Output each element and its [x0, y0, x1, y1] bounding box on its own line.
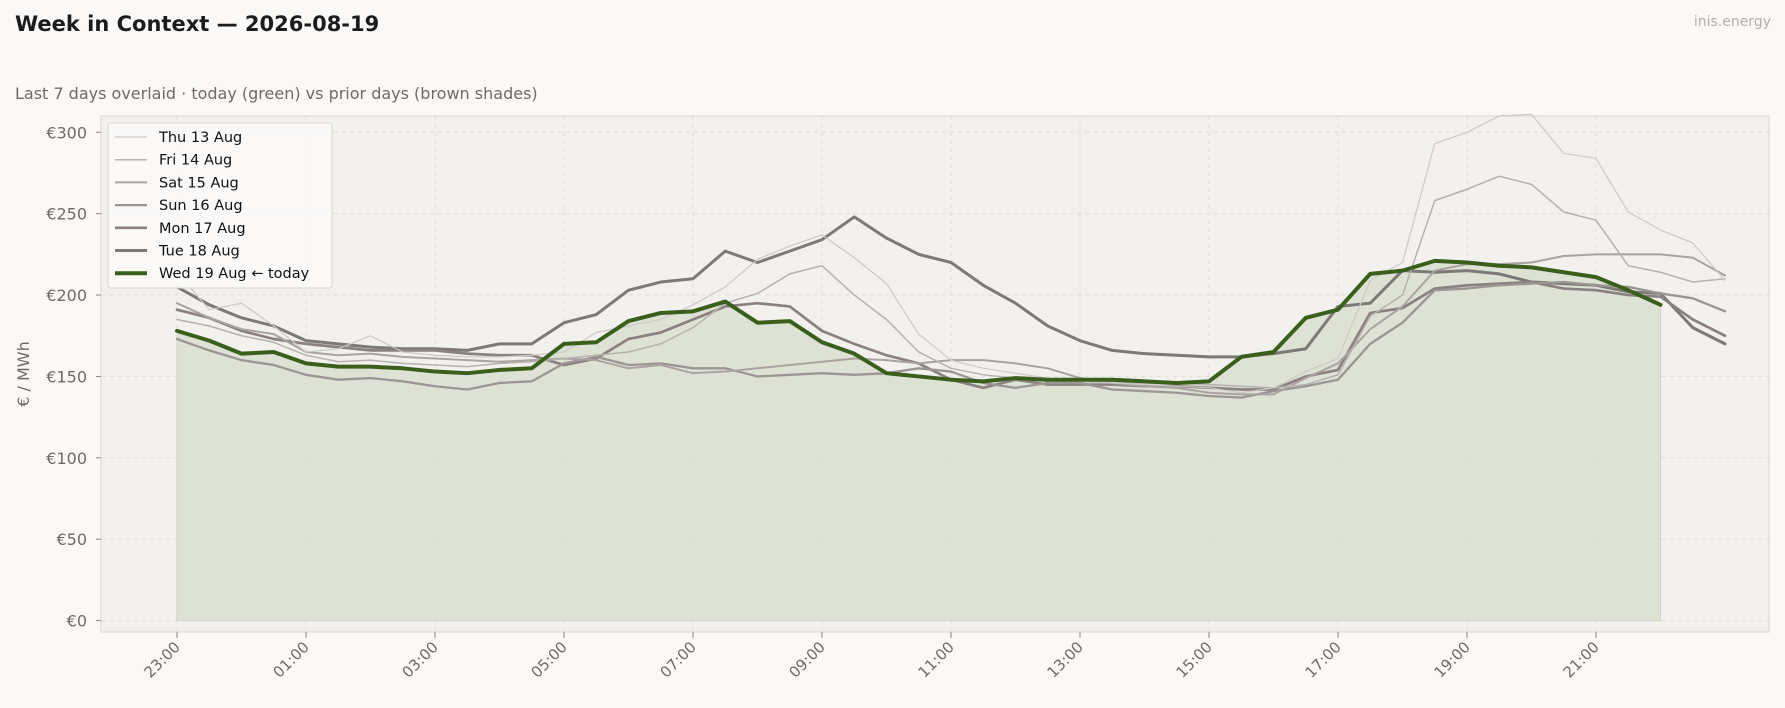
legend: Thu 13 Aug Fri 14 Aug Sat 15 Aug Sun 16 Aug… — [107, 122, 333, 289]
y-tick-label: €200 — [46, 286, 87, 305]
legend-label: Thu 13 Aug — [158, 130, 242, 146]
y-tick-label: €150 — [46, 367, 87, 386]
x-tick-label: 09:00 — [786, 638, 829, 681]
brand-label: inis.energy — [1693, 14, 1771, 30]
x-tick-label: 03:00 — [399, 638, 442, 681]
x-tick-label: 05:00 — [528, 638, 571, 681]
y-axis-label: € / MWh — [14, 341, 33, 407]
y-tick-label: €0 — [67, 612, 87, 631]
series-line — [175, 280, 1727, 399]
series-line — [176, 175, 1726, 389]
legend-label: Fri 14 Aug — [159, 153, 232, 169]
y-tick-label: €100 — [46, 449, 87, 468]
series-line — [176, 113, 1726, 394]
x-tick-label: 17:00 — [1302, 638, 1345, 681]
series-line — [175, 215, 1727, 359]
x-axis: 23:00 01:00 03:00 05:00 07:00 09:00 11:00 13:00… — [141, 632, 1603, 681]
y-tick-label: €250 — [46, 205, 87, 224]
x-tick-label: 21:00 — [1560, 638, 1603, 681]
x-tick-label: 01:00 — [270, 638, 313, 681]
x-tick-label: 11:00 — [915, 638, 958, 681]
legend-label: Wed 19 Aug ← today — [159, 266, 310, 282]
legend-label: Mon 17 Aug — [159, 221, 246, 237]
x-tick-label: 19:00 — [1431, 638, 1474, 681]
legend-label: Tue 18 Aug — [158, 244, 240, 260]
y-tick-label: €50 — [56, 530, 87, 549]
y-tick-label: €300 — [46, 123, 87, 142]
x-tick-label: 13:00 — [1044, 638, 1087, 681]
chart-subtitle: Last 7 days overlaid · today (green) vs … — [15, 84, 538, 103]
x-tick-label: 15:00 — [1173, 638, 1216, 681]
series-line — [175, 258, 1663, 385]
chart-title: Week in Context — 2026-08-19 — [15, 12, 380, 36]
legend-box — [107, 122, 333, 289]
series-lines — [175, 113, 1727, 399]
x-tick-label: 23:00 — [141, 638, 184, 681]
x-tick-label: 07:00 — [657, 638, 700, 681]
legend-label: Sun 16 Aug — [159, 198, 243, 214]
y-axis: €0 €50 €100 €150 €200 €250 €300 — [46, 123, 101, 631]
legend-label: Sat 15 Aug — [159, 175, 239, 191]
